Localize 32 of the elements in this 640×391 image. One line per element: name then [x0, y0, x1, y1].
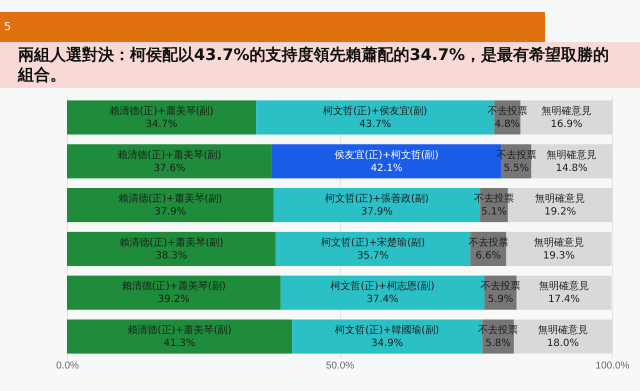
- data-label: 無明確意見 17.4%: [539, 280, 590, 306]
- data-label: 侯友宜(正)+柯文哲(副) 42.1%: [334, 148, 439, 174]
- data-label: 無明確意見 14.8%: [546, 148, 597, 174]
- bar: [67, 319, 292, 354]
- data-label: 賴清德(正)+蕭美琴(副) 38.3%: [119, 236, 224, 262]
- bar: [67, 144, 272, 178]
- data-label: 不去投票 4.8%: [487, 104, 528, 130]
- data-label: 賴清德(正)+蕭美琴(副) 39.2%: [122, 280, 226, 306]
- data-label: 賴清德(正)+蕭美琴(副) 37.9%: [118, 192, 222, 218]
- data-label: 柯文哲(正)+張善政(副) 37.9%: [324, 192, 429, 218]
- data-label: 無明確意見 16.9%: [541, 104, 592, 130]
- x-tick-label: 100.0%: [596, 360, 630, 372]
- data-label: 無明確意見 19.2%: [535, 192, 586, 218]
- x-tick-label: 0.0%: [56, 360, 80, 372]
- bar: [276, 232, 470, 266]
- bar: [67, 232, 276, 266]
- data-label: 無明確意見 19.3%: [534, 236, 584, 262]
- x-tick-label: 50.0%: [326, 360, 354, 372]
- bar: [67, 276, 281, 310]
- data-label: 賴清德(正)+蕭美琴(副) 34.7%: [110, 104, 214, 130]
- data-label: 不去投票 5.1%: [474, 192, 514, 218]
- chart-title: 兩組人選對決：柯侯配以43.7%的支持度領先賴蕭配的34.7%，是最有希望取勝的組合。: [0, 42, 640, 88]
- data-label: 賴清德(正)+蕭美琴(副) 37.6%: [117, 148, 222, 174]
- data-label: 柯文哲(正)+柯志恩(副) 37.4%: [330, 280, 435, 306]
- data-label: 柯文哲(正)+侯友宜(副) 43.7%: [323, 104, 428, 130]
- data-label: 柯文哲(正)+宋楚瑜(副) 35.7%: [321, 236, 426, 262]
- data-label: 無明確意見 18.0%: [538, 324, 588, 350]
- data-label: 賴清德(正)+蕭美琴(副) 41.3%: [128, 324, 232, 350]
- bar: [67, 188, 274, 222]
- data-label: 柯文哲(正)+韓國瑜(副) 34.9%: [335, 324, 440, 350]
- text: 5: [4, 20, 11, 33]
- bar: [67, 100, 256, 135]
